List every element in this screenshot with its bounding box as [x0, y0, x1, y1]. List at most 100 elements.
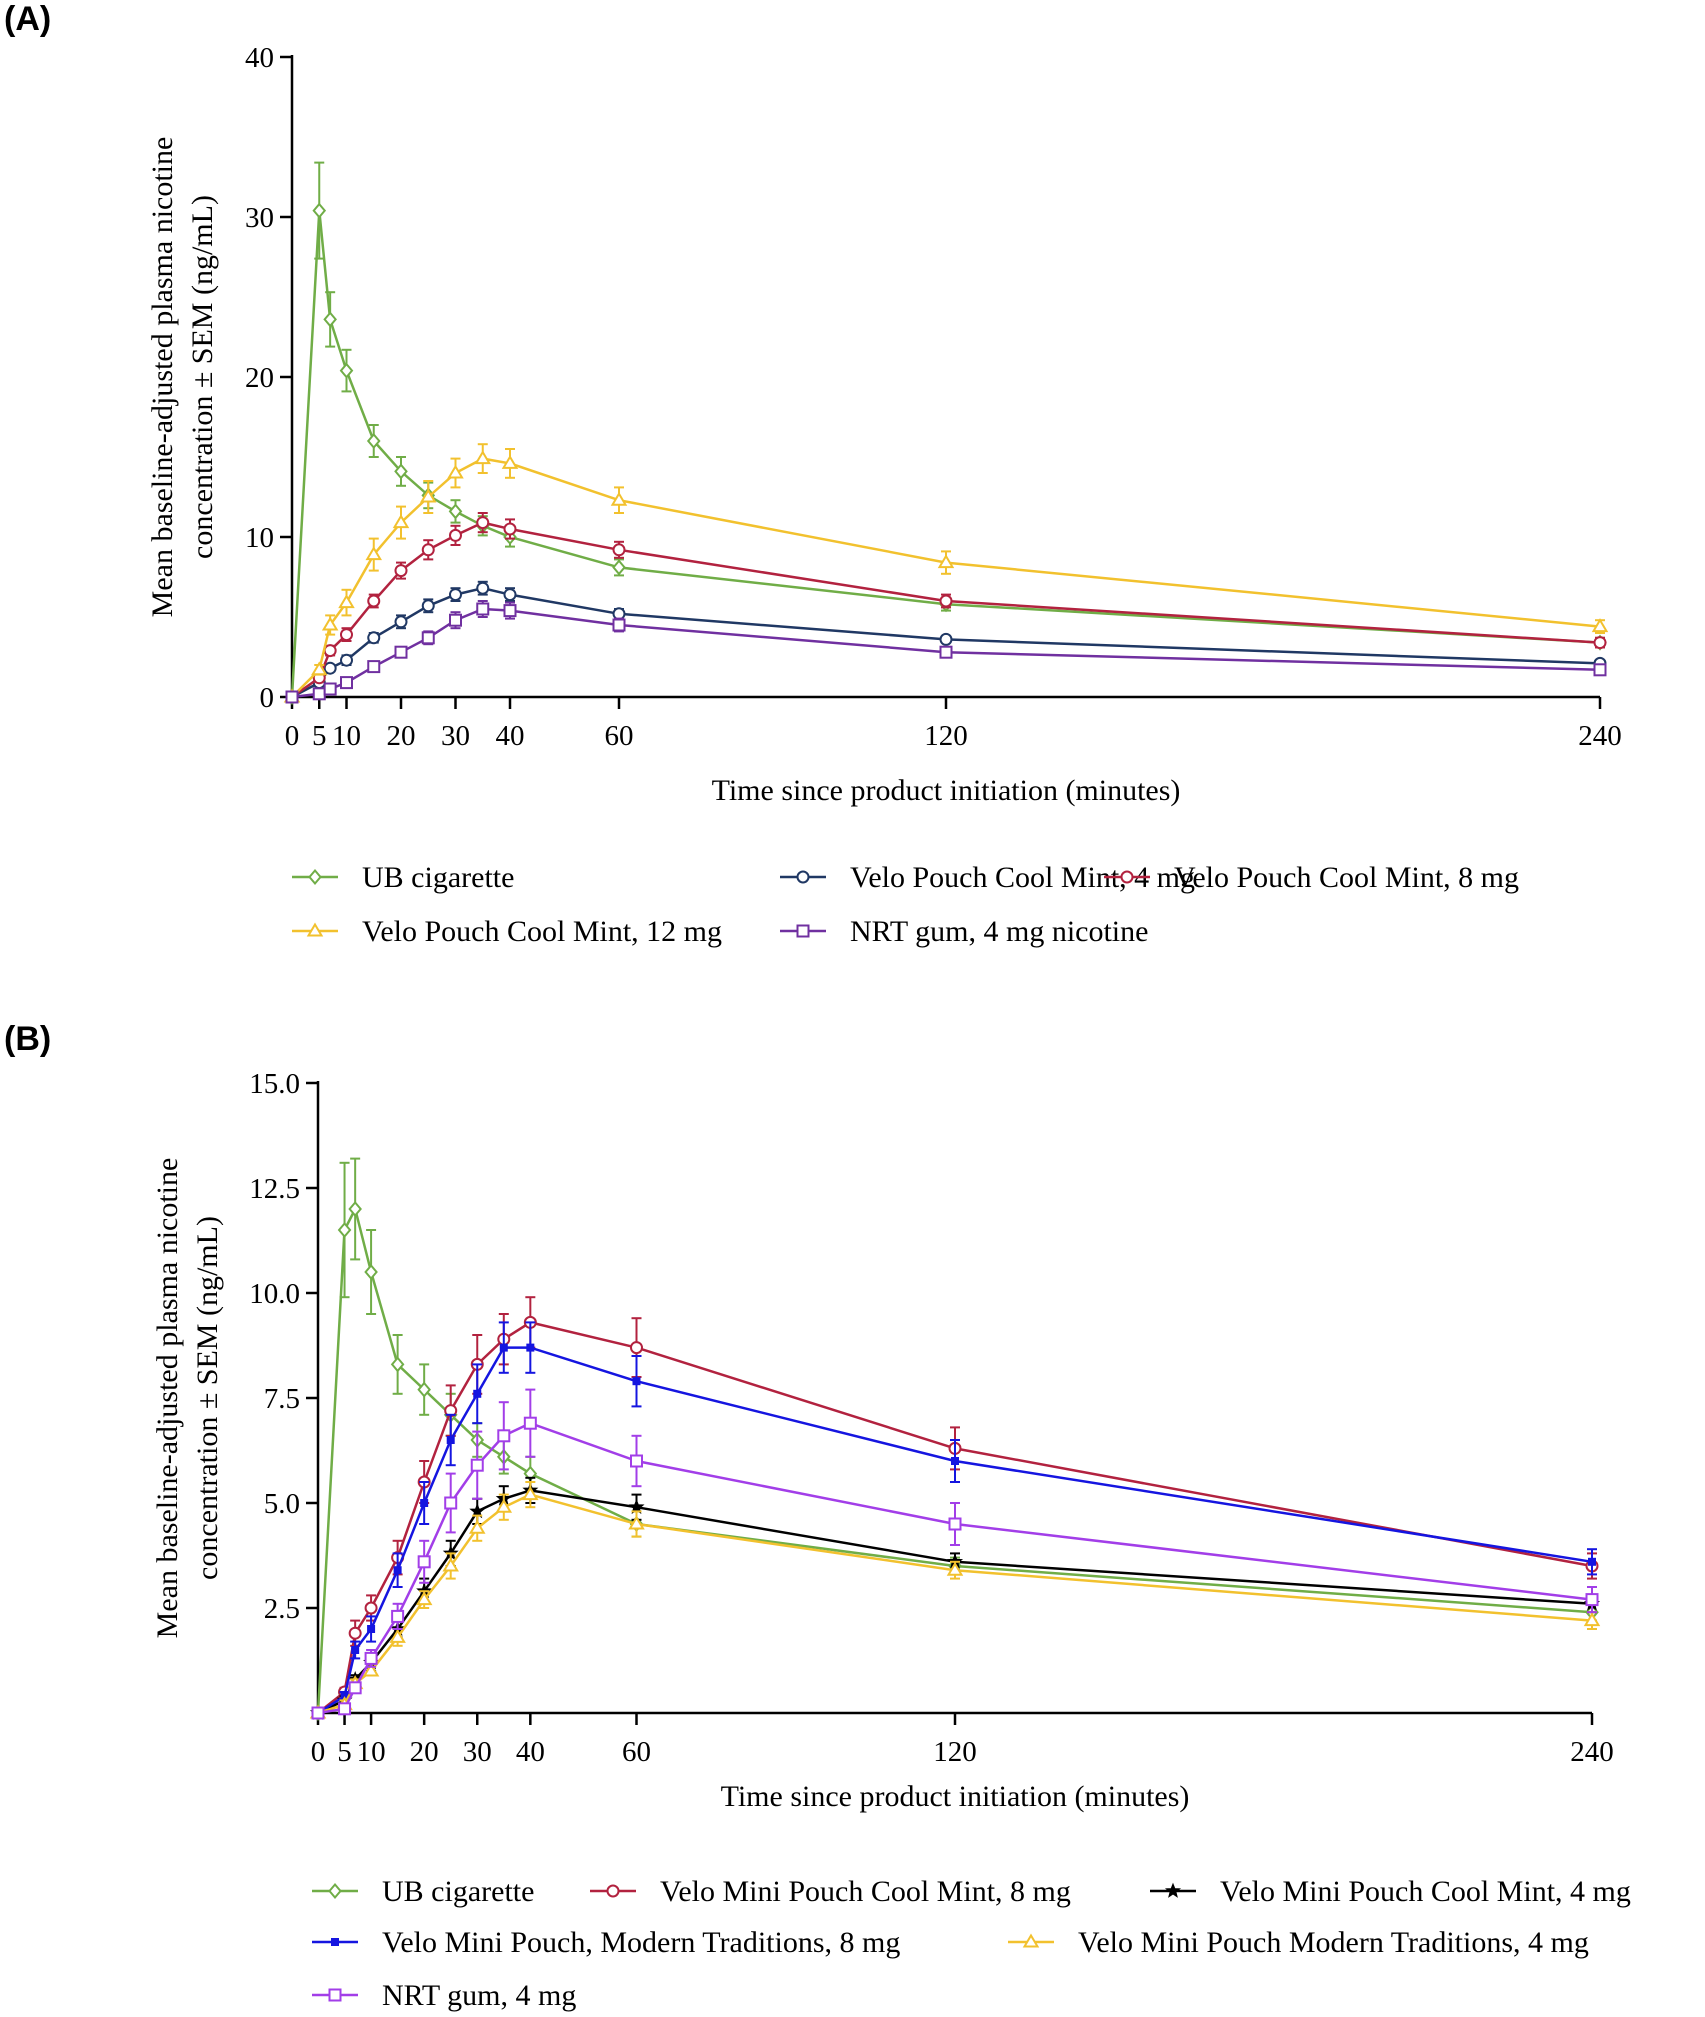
data-point: [419, 488, 437, 503]
data-point: [348, 1200, 362, 1218]
data-point: [417, 1381, 431, 1398]
legend-label: NRT gum, 4 mg: [382, 1979, 576, 2012]
series-line: [290, 210, 1601, 698]
data-point: [394, 645, 408, 659]
data-point: [522, 1486, 539, 1501]
legend-item: Velo Mini Pouch Cool Mint, 4 mg: [1150, 1875, 1631, 1908]
data-point: [392, 514, 410, 529]
data-point: [310, 661, 328, 676]
legend-swatch-marker: [1164, 1882, 1182, 1898]
legend-label: Velo Mini Pouch Cool Mint, 8 mg: [660, 1875, 1071, 1908]
data-point: [1585, 1593, 1599, 1607]
data-point: [1583, 1612, 1601, 1627]
legend-item: Velo Pouch Cool Mint, 12 mg: [292, 915, 722, 948]
data-point: [394, 564, 408, 578]
chart-b: 2.5 5.0 7.5 10.0 12.5 15.0 0 5 10 20 30 40 60 120 240 T…: [151, 1068, 1631, 2012]
x-tick-label: 5: [337, 1736, 352, 1768]
data-point: [630, 1454, 643, 1468]
x-tick-label: 10: [332, 720, 361, 752]
y-tick-label: 20: [245, 362, 274, 394]
data-point: [338, 1702, 352, 1716]
data-point: [421, 631, 435, 645]
data-point: [628, 1515, 645, 1530]
legend-swatch-marker: [331, 1938, 339, 1946]
data-point: [501, 454, 519, 469]
data-point: [476, 602, 490, 616]
data-point: [1591, 618, 1609, 633]
data-point: [449, 588, 462, 602]
data-point: [364, 1601, 378, 1615]
data-point: [470, 1458, 484, 1472]
data-point: [1593, 636, 1607, 650]
data-point: [448, 503, 463, 520]
data-point: [323, 311, 337, 328]
legend-swatch-marker: [606, 1884, 620, 1898]
data-point: [946, 1561, 964, 1576]
data-point: [476, 516, 490, 530]
data-point: [391, 1609, 405, 1623]
data-point: [442, 1557, 459, 1572]
legend-swatch-marker: [796, 870, 810, 884]
x-tick-label: 120: [933, 1736, 977, 1768]
data-point: [366, 432, 381, 450]
data-point: [394, 615, 408, 629]
data-point: [447, 464, 464, 479]
data-point: [351, 1646, 360, 1654]
legend-item: UB cigarette: [312, 1875, 534, 1908]
y-tick-label: 10: [245, 522, 274, 554]
legend-item: Velo Mini Pouch, Modern Traditions, 8 mg: [312, 1926, 900, 1959]
x-tick-label: 20: [387, 720, 416, 752]
x-tick-label: 60: [605, 720, 634, 752]
legend-label: UB cigarette: [382, 1875, 534, 1908]
y-tick-label: 15.0: [249, 1068, 300, 1100]
data-point: [939, 632, 953, 646]
data-point: [951, 1457, 959, 1465]
data-point: [495, 1498, 513, 1513]
data-point: [285, 690, 299, 704]
data-point: [390, 1356, 405, 1373]
x-tick-label: 0: [311, 1736, 326, 1768]
panel-b-label: (B): [4, 1020, 52, 1058]
data-point: [523, 1416, 537, 1430]
y-tick-label: 0: [260, 682, 275, 714]
x-tick-label: 240: [1578, 720, 1622, 752]
x-tick-label: 30: [463, 1736, 492, 1768]
legend-label: Velo Pouch Cool Mint, 12 mg: [362, 915, 722, 948]
legend-swatch-marker: [1120, 870, 1134, 884]
data-point: [449, 613, 462, 627]
legend: UB cigarette Velo Pouch Cool Mint, 4 mgVe…: [292, 861, 1519, 948]
series-4: [314, 1321, 1597, 1717]
y-tick-label: 2.5: [264, 1593, 300, 1625]
legend-label: Velo Mini Pouch Modern Traditions, 4 mg: [1078, 1926, 1589, 1959]
legend-label: Velo Mini Pouch Cool Mint, 4 mg: [1220, 1875, 1631, 1908]
data-point: [348, 1681, 362, 1695]
data-point: [469, 1502, 486, 1519]
data-point: [421, 599, 435, 613]
series-5: [285, 600, 1607, 704]
x-tick-label: 40: [496, 720, 525, 752]
data-point: [420, 1499, 429, 1507]
series-4: [283, 443, 1609, 703]
legend-item: UB cigarette: [292, 861, 514, 894]
data-point: [367, 631, 381, 645]
legend-item: Velo Mini Pouch Cool Mint, 8 mg: [590, 1875, 1071, 1908]
legend-swatch-marker: [328, 1988, 342, 2002]
data-point: [417, 1555, 431, 1569]
data-point: [948, 1517, 962, 1531]
data-point: [526, 1343, 535, 1352]
data-point: [444, 1496, 458, 1510]
y-axis-title-line1: Mean baseline-adjusted plasma nicotine: [146, 137, 179, 618]
series-line: [291, 457, 1601, 698]
legend-item: NRT gum, 4 mg nicotine: [780, 915, 1148, 948]
data-point: [415, 1591, 433, 1606]
data-point: [340, 676, 353, 690]
data-point: [312, 687, 326, 701]
data-point: [449, 528, 462, 542]
data-point: [367, 1625, 376, 1633]
data-point: [362, 1662, 380, 1677]
data-point: [632, 1377, 641, 1386]
data-point: [612, 618, 626, 632]
data-point: [393, 1566, 402, 1575]
legend-item: NRT gum, 4 mg: [312, 1979, 576, 2012]
